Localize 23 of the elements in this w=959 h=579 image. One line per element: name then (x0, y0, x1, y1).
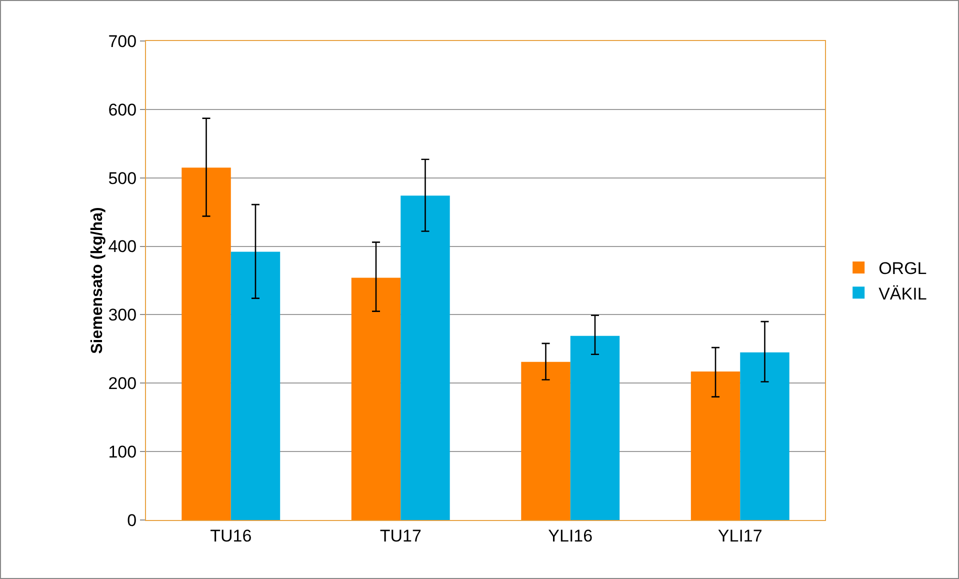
bar (400, 196, 450, 520)
bar (570, 336, 620, 520)
y-axis-title: Siemensato (kg/ha) (89, 207, 106, 354)
y-tick-label: 700 (108, 32, 137, 51)
bar (521, 362, 570, 520)
x-tick-label: TU17 (380, 526, 422, 546)
y-tick-label: 200 (108, 374, 137, 394)
legend-label: VÄKIL (878, 284, 927, 304)
bar (230, 252, 280, 520)
y-tick-label: 500 (108, 168, 137, 188)
bar (351, 278, 401, 520)
y-tick-label: 600 (108, 100, 137, 120)
bar (740, 352, 790, 520)
y-tick-label: 400 (108, 237, 137, 256)
bar (182, 168, 231, 520)
x-tick-label: TU16 (210, 526, 252, 546)
legend-label: ORGL (878, 259, 927, 278)
x-tick-label: YLI17 (718, 526, 762, 546)
y-tick-label: 100 (108, 442, 137, 462)
y-tick-label: 300 (108, 306, 137, 325)
x-tick-label: YLI16 (548, 526, 593, 546)
bar (690, 372, 740, 520)
y-tick-label: 0 (127, 510, 137, 530)
